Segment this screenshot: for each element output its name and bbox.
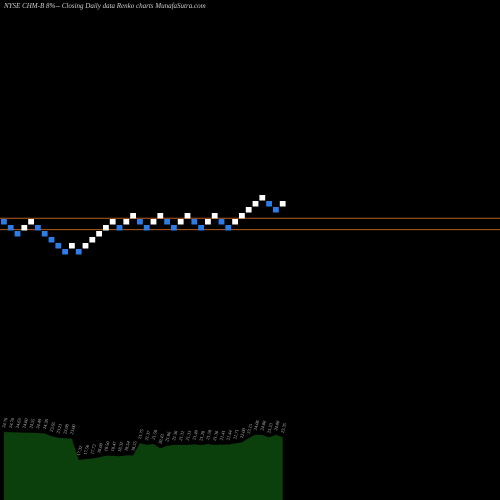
volume-label-31: 21.58 [205, 428, 213, 440]
renko-brick-33 [218, 219, 225, 225]
volume-label-12: 17.32 [76, 445, 83, 456]
renko-brick-11 [69, 243, 75, 249]
chart-title: NYSE CHM-B 8%-- Closing Daily data Renko… [4, 2, 206, 10]
volume-label-1: 24.76 [1, 416, 9, 428]
volume-label-37: 23.15 [246, 423, 254, 435]
volume-label-9: 23.21 [55, 423, 62, 434]
volume-label-11: 23.00 [69, 423, 77, 435]
renko-brick-19 [123, 219, 130, 225]
volume-label-17: 18.47 [110, 440, 118, 452]
volume-label-33: 21.41 [219, 430, 226, 441]
renko-brick-21 [137, 219, 143, 225]
volume-label-13: 17.56 [83, 444, 91, 456]
volume-label-36: 22.00 [239, 427, 247, 439]
volume-label-24: 20.43 [157, 433, 165, 445]
renko-brick-13 [82, 243, 89, 249]
renko-brick-2 [7, 225, 14, 231]
renko-brick-29 [191, 219, 198, 225]
volume-label-41: 24.00 [273, 419, 281, 431]
renko-brick-36 [239, 213, 245, 219]
renko-brick-1 [1, 219, 7, 225]
volume-label-14: 17.72 [89, 444, 96, 455]
renko-brick-18 [116, 225, 123, 231]
volume-label-16: 18.50 [103, 440, 111, 452]
renko-brick-41 [273, 207, 279, 213]
renko-brick-8 [48, 237, 55, 243]
volume-label-15: 18.00 [96, 442, 104, 454]
volume-label-2: 24.70 [8, 417, 16, 429]
renko-brick-10 [62, 249, 68, 255]
renko-brick-15 [96, 231, 102, 237]
volume-label-7: 24.38 [42, 418, 50, 430]
volume-label-6: 24.49 [35, 417, 43, 429]
renko-brick-9 [55, 243, 62, 249]
renko-brick-35 [232, 219, 238, 225]
renko-brick-20 [130, 213, 136, 219]
volume-label-39: 24.00 [259, 419, 267, 431]
volume-label-10: 23.08 [62, 423, 70, 435]
volume-label-18: 18.32 [117, 441, 124, 452]
volume-label-21: 21.75 [137, 428, 145, 440]
volume-label-30: 21.28 [198, 430, 206, 442]
volume-label-23: 21.58 [151, 428, 159, 440]
renko-brick-38 [252, 201, 259, 207]
volume-label-26: 21.36 [171, 429, 179, 441]
renko-brick-27 [177, 219, 184, 225]
volume-label-8: 23.65 [49, 421, 57, 433]
volume-label-29: 21.49 [191, 429, 199, 441]
renko-brick-24 [157, 213, 164, 219]
volume-label-22: 21.37 [144, 429, 152, 441]
renko-brick-34 [225, 225, 232, 231]
volume-label-3: 24.65 [15, 417, 23, 429]
volume-label-32: 21.30 [212, 429, 220, 441]
renko-brick-5 [28, 219, 34, 225]
volume-label-19: 18.54 [123, 440, 131, 452]
volume-label-40: 23.33 [266, 422, 274, 434]
renko-brick-25 [164, 219, 170, 225]
volume-label-5: 24.55 [28, 417, 36, 429]
renko-brick-31 [205, 219, 211, 225]
volume-label-42: 23.35 [280, 422, 288, 434]
renko-brick-12 [75, 249, 82, 255]
renko-brick-37 [245, 207, 252, 213]
renko-brick-39 [259, 195, 266, 201]
volume-area [3, 432, 283, 500]
volume-label-38: 24.08 [253, 419, 261, 431]
renko-brick-23 [150, 219, 157, 225]
volume-label-34: 21.44 [225, 429, 233, 441]
renko-brick-40 [266, 201, 272, 207]
renko-brick-30 [198, 225, 204, 231]
renko-brick-4 [21, 225, 28, 231]
renko-brick-32 [211, 213, 218, 219]
renko-brick-14 [89, 237, 96, 243]
volume-label-27: 21.31 [178, 430, 185, 441]
volume-label-25: 21.06 [164, 430, 172, 442]
renko-brick-22 [143, 225, 150, 231]
renko-brick-42 [279, 201, 286, 207]
volume-label-35: 21.71 [232, 429, 239, 440]
renko-brick-7 [41, 231, 48, 237]
renko-brick-17 [109, 219, 116, 225]
renko-brick-16 [103, 225, 109, 231]
volume-label-4: 24.60 [21, 417, 29, 429]
volume-label-28: 21.33 [185, 429, 193, 441]
volume-label-20: 18.55 [130, 440, 138, 452]
renko-brick-3 [14, 231, 21, 237]
renko-brick-26 [171, 225, 177, 231]
renko-brick-28 [184, 213, 191, 219]
renko-brick-6 [35, 225, 41, 231]
